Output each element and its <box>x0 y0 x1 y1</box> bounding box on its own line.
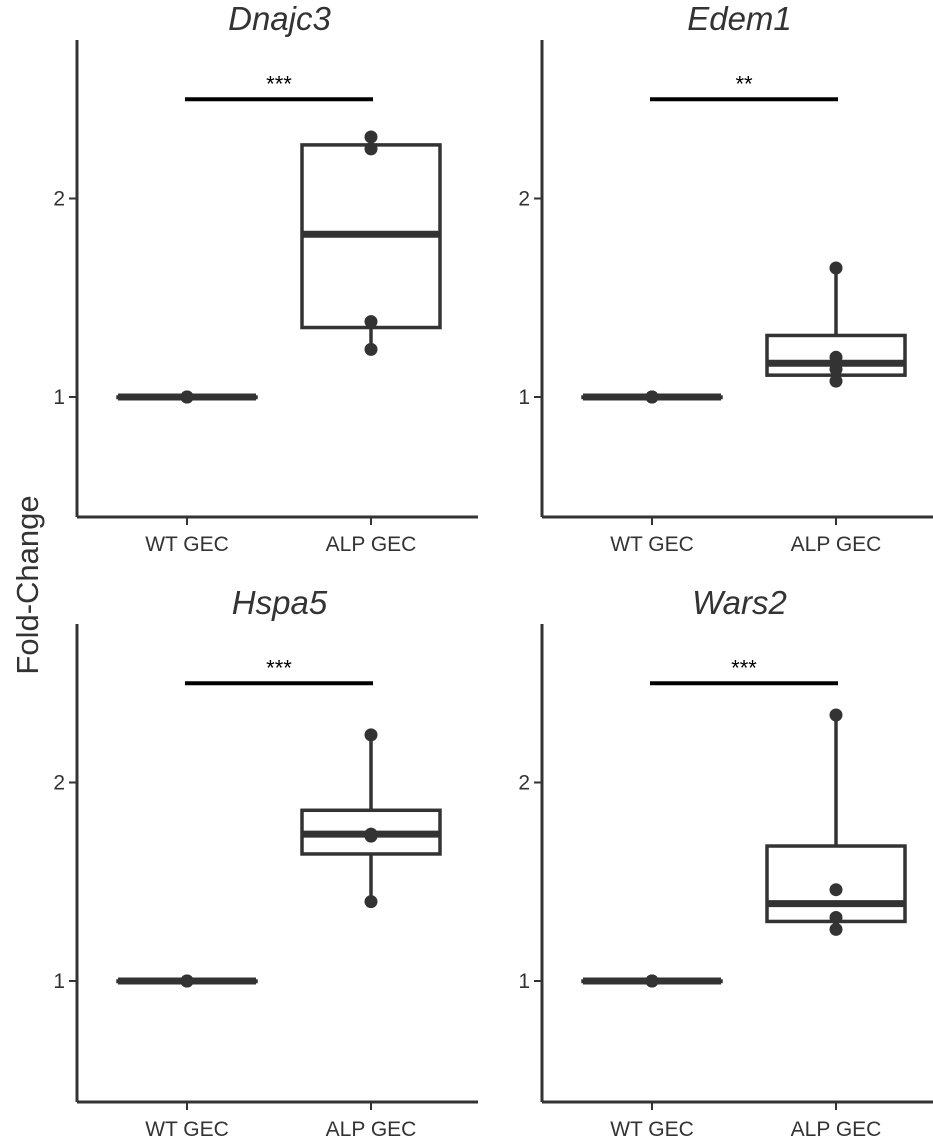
box-alp-gec <box>767 715 905 929</box>
data-point <box>365 728 378 741</box>
data-point <box>830 911 843 924</box>
y-tick-label: 2 <box>518 188 530 211</box>
significance-label: ** <box>735 71 753 96</box>
data-point <box>830 261 843 274</box>
data-point <box>646 975 659 988</box>
box-alp-gec <box>302 735 440 902</box>
y-tick-label: 2 <box>518 772 530 795</box>
x-tick-label: WT GEC <box>145 533 229 556</box>
x-tick-label: ALP GEC <box>326 533 417 556</box>
panel-edem1: Edem1 1 2 WT GEC ALP GEC ** <box>518 0 933 556</box>
data-point <box>365 828 378 841</box>
y-tick-label: 2 <box>53 188 65 211</box>
x-tick-label: ALP GEC <box>791 1118 882 1138</box>
y-tick-label: 1 <box>53 970 65 993</box>
x-tick-label: ALP GEC <box>791 533 882 556</box>
data-point <box>830 375 843 388</box>
data-point <box>365 343 378 356</box>
y-axis-title: Fold-Change <box>10 495 45 674</box>
data-point <box>181 391 194 404</box>
data-point <box>365 315 378 328</box>
y-tick-label: 1 <box>518 970 530 993</box>
x-tick-label: WT GEC <box>610 533 694 556</box>
panel-title: Dnajc3 <box>228 0 331 37</box>
data-point <box>830 351 843 364</box>
panel-dnajc3: Dnajc3 1 2 WT GEC ALP GEC *** <box>53 0 478 556</box>
panel-title: Wars2 <box>692 584 787 621</box>
data-point <box>830 923 843 936</box>
data-point <box>365 142 378 155</box>
data-point <box>646 391 659 404</box>
y-tick-label: 1 <box>53 386 65 409</box>
data-point <box>181 975 194 988</box>
panel-hspa5: Hspa5 1 2 WT GEC ALP GEC *** <box>53 584 478 1138</box>
x-tick-label: WT GEC <box>610 1118 694 1138</box>
y-tick-label: 2 <box>53 772 65 795</box>
significance-label: *** <box>266 71 292 96</box>
data-point <box>830 883 843 896</box>
y-tick-label: 1 <box>518 386 530 409</box>
significance-label: *** <box>266 655 292 680</box>
data-point <box>830 363 843 376</box>
significance-label: *** <box>731 655 757 680</box>
panel-title: Edem1 <box>687 0 792 37</box>
data-point <box>365 130 378 143</box>
x-tick-label: ALP GEC <box>326 1118 417 1138</box>
panel-wars2: Wars2 1 2 WT GEC ALP GEC *** <box>518 584 933 1138</box>
data-point <box>830 709 843 722</box>
panel-title: Hspa5 <box>232 584 328 621</box>
panels-group: Dnajc3 1 2 WT GEC ALP GEC *** Edem1 1 2 WT GEC ALP… <box>53 0 933 1138</box>
x-tick-label: WT GEC <box>145 1118 229 1138</box>
data-point <box>365 895 378 908</box>
